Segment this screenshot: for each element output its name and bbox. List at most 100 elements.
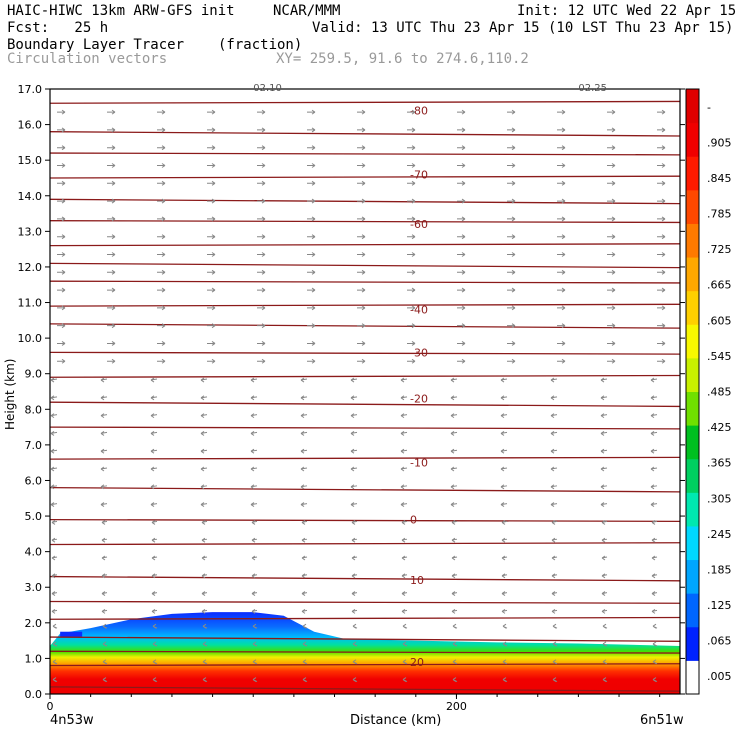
vector-arrow — [107, 234, 116, 240]
vector-arrow — [57, 234, 66, 240]
vector-arrow — [557, 198, 566, 204]
vector-arrow — [357, 145, 366, 151]
vector-arrow — [550, 502, 558, 508]
vector-arrow — [150, 448, 158, 454]
vector-arrow — [201, 519, 208, 525]
overlay-name: Circulation vectors — [7, 51, 168, 67]
vector-arrow — [407, 145, 416, 151]
vector-arrow — [52, 641, 58, 647]
isotherm-line — [49, 175, 681, 179]
vector-arrow — [207, 358, 216, 364]
vector-arrow — [250, 413, 258, 419]
vector-arrow — [307, 252, 316, 257]
vector-arrow — [452, 623, 458, 629]
vector-arrow — [102, 641, 108, 647]
vector-arrow — [650, 395, 658, 401]
vector-arrow — [250, 448, 258, 454]
vector-arrow — [402, 677, 408, 682]
vector-arrow — [207, 234, 216, 240]
y-tick-label: 17.0 — [18, 83, 43, 96]
vector-arrow — [407, 234, 416, 240]
vector-arrow — [207, 323, 216, 329]
isotherm-label: -80 — [410, 104, 428, 117]
vector-arrow — [100, 502, 108, 508]
vector-arrow — [151, 591, 158, 596]
vector-arrow — [557, 341, 566, 346]
x-start-location: 4n53w — [50, 713, 94, 728]
org-label: NCAR/MMM — [273, 3, 341, 19]
vector-arrow — [501, 555, 508, 561]
vector-arrow — [251, 573, 258, 579]
isotherm-label: -70 — [410, 168, 428, 181]
vector-arrow — [157, 198, 166, 204]
vector-arrow — [651, 555, 658, 561]
vector-arrow — [401, 573, 408, 579]
vector-arrow — [457, 305, 466, 311]
colorbar-segment — [686, 593, 699, 628]
vector-arrow — [650, 448, 658, 454]
isotherm-line — [49, 456, 681, 460]
vector-arrow — [450, 431, 458, 436]
vector-arrow — [551, 591, 558, 596]
vector-arrow — [651, 573, 658, 579]
vector-arrow — [457, 252, 466, 257]
colorbar-segment — [686, 122, 699, 157]
isotherm-line — [49, 616, 681, 620]
isotherm-line — [49, 686, 681, 692]
vector-arrow — [501, 591, 508, 596]
vector-arrow — [57, 269, 66, 275]
vector-arrow — [600, 395, 608, 401]
vector-arrow — [551, 555, 558, 561]
vector-arrow — [457, 109, 466, 115]
colorbar-label: .245 — [707, 528, 732, 541]
vector-arrow — [500, 413, 508, 419]
colorbar-label: .125 — [707, 599, 732, 612]
vector-arrow — [457, 323, 466, 329]
vector-arrow — [552, 623, 558, 629]
vector-arrow — [252, 641, 258, 647]
vector-arrow — [450, 484, 458, 490]
isotherm-line — [49, 351, 681, 355]
isotherm-label: -40 — [410, 304, 428, 317]
vector-arrow — [107, 323, 116, 329]
vector-arrow — [200, 413, 208, 419]
vector-arrow — [502, 677, 508, 682]
vector-arrow — [407, 305, 416, 311]
vector-arrow — [57, 252, 66, 257]
vector-arrow — [257, 252, 266, 257]
y-tick-label: 14.0 — [18, 190, 43, 203]
vector-arrow — [402, 623, 408, 629]
vector-arrow — [357, 180, 366, 186]
vector-arrow — [600, 413, 608, 419]
vector-arrow — [157, 252, 166, 257]
vector-arrow — [257, 358, 266, 364]
vector-arrow — [302, 623, 308, 629]
vector-arrow — [57, 341, 66, 346]
vector-arrow — [657, 234, 666, 240]
xy-coordinates: XY= 259.5, 91.6 to 274.6,110.2 — [276, 51, 529, 67]
colorbar-label: .185 — [707, 563, 732, 576]
vector-arrow — [257, 234, 266, 240]
vector-arrow — [507, 287, 516, 293]
vector-arrow — [301, 573, 308, 579]
vector-arrow — [501, 608, 508, 614]
field-name: Boundary Layer Tracer — [7, 37, 185, 53]
vector-arrow — [257, 198, 266, 204]
vector-arrow — [252, 659, 258, 665]
vector-arrow — [350, 484, 358, 490]
vector-arrow — [602, 677, 608, 682]
vector-arrow — [457, 341, 466, 346]
vector-arrow — [557, 163, 566, 168]
vector-arrow — [451, 573, 458, 579]
vector-arrow — [57, 358, 66, 364]
vector-arrow — [401, 555, 408, 561]
vector-arrow — [557, 287, 566, 293]
vector-arrow — [600, 431, 608, 436]
vector-arrow — [550, 431, 558, 436]
vector-arrow — [557, 180, 566, 186]
vector-arrow — [157, 127, 166, 133]
valid-time: Valid: 13 UTC Thu 23 Apr 15 (10 LST Thu … — [312, 20, 734, 36]
vector-arrow — [57, 180, 66, 186]
isotherm-line — [49, 542, 681, 546]
colorbar-segment — [686, 357, 699, 392]
